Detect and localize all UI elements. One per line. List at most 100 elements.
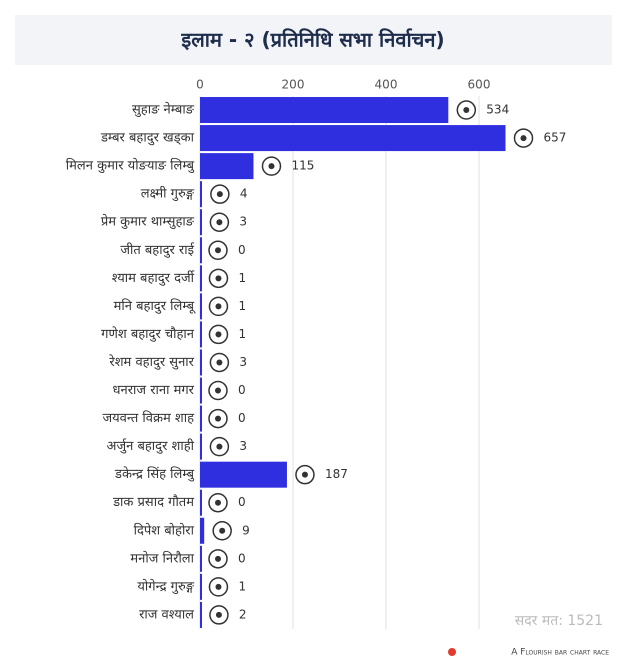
category-label: गणेश बहादुर चौहान bbox=[101, 326, 195, 342]
party-symbol bbox=[209, 212, 230, 232]
category-label: मनि बहादुर लिम्बू bbox=[114, 298, 196, 314]
bar bbox=[200, 573, 202, 600]
party-symbol bbox=[261, 156, 282, 176]
category-label: जयवन्त विक्रम शाह bbox=[102, 410, 195, 426]
party-symbol bbox=[209, 352, 230, 373]
bar bbox=[200, 489, 202, 516]
party-symbol-center bbox=[215, 275, 222, 282]
bar bbox=[200, 601, 202, 628]
party-symbol bbox=[513, 128, 534, 148]
party-symbol-center bbox=[215, 611, 222, 618]
category-label: डकेन्द्र सिंह लिम्बु bbox=[114, 466, 195, 482]
party-symbol bbox=[209, 605, 229, 625]
bar bbox=[200, 97, 449, 124]
bar bbox=[200, 237, 202, 264]
party-symbol bbox=[208, 380, 228, 401]
category-label: लक्ष्मी गुरुङ्ग bbox=[141, 186, 195, 202]
credit-logo bbox=[448, 648, 456, 656]
x-tick-label: 600 bbox=[468, 78, 491, 92]
value-label: 1 bbox=[238, 299, 246, 313]
party-symbol bbox=[208, 577, 229, 597]
x-tick-label: 400 bbox=[375, 78, 398, 92]
value-label: 1 bbox=[238, 579, 246, 593]
party-symbol bbox=[295, 464, 315, 485]
party-symbol bbox=[208, 240, 228, 261]
value-label: 115 bbox=[291, 159, 314, 173]
value-label: 534 bbox=[486, 103, 509, 117]
party-symbol-center bbox=[216, 219, 223, 226]
value-label: 0 bbox=[238, 411, 246, 425]
party-symbol bbox=[208, 324, 229, 345]
category-label: प्रेम कुमार थाम्सुहाङ bbox=[101, 214, 195, 230]
party-symbol-center bbox=[216, 359, 223, 366]
value-label: 3 bbox=[239, 215, 247, 229]
category-label: मनोज निरौला bbox=[130, 550, 194, 566]
bar bbox=[200, 181, 202, 208]
party-symbol-center bbox=[520, 135, 527, 142]
party-symbol bbox=[208, 408, 228, 429]
bar bbox=[200, 545, 202, 572]
footer-total: सदर मत: 1521 bbox=[515, 613, 603, 629]
bar bbox=[200, 433, 202, 460]
value-label: 9 bbox=[242, 523, 250, 537]
party-symbol bbox=[208, 492, 228, 513]
value-label: 0 bbox=[238, 383, 246, 397]
x-tick-label: 200 bbox=[282, 78, 305, 92]
party-symbol bbox=[212, 521, 232, 541]
bar bbox=[200, 265, 202, 292]
value-label: 1 bbox=[238, 271, 246, 285]
party-symbol-center bbox=[463, 107, 470, 114]
bar bbox=[200, 405, 202, 432]
value-label: 4 bbox=[240, 187, 248, 201]
value-label: 2 bbox=[239, 607, 247, 621]
x-tick-label: 0 bbox=[196, 78, 204, 92]
category-label: सुहाङ नेम्बाङ bbox=[132, 102, 195, 118]
party-symbol-center bbox=[215, 387, 221, 394]
party-symbol bbox=[208, 268, 229, 289]
bar bbox=[200, 349, 202, 376]
bar bbox=[200, 153, 254, 180]
value-label: 187 bbox=[325, 467, 348, 481]
party-symbol-center bbox=[216, 191, 223, 198]
party-symbol-center bbox=[215, 583, 222, 590]
value-label: 1 bbox=[238, 327, 246, 341]
party-symbol-center bbox=[215, 331, 222, 338]
bar bbox=[200, 209, 202, 236]
category-label: अर्जुन बहादुर शाही bbox=[107, 438, 195, 454]
bar bbox=[200, 517, 205, 544]
bar bbox=[200, 321, 202, 348]
category-label: राज वश्याल bbox=[139, 607, 194, 622]
value-label: 657 bbox=[544, 131, 567, 145]
party-symbol-center bbox=[215, 415, 221, 422]
party-symbol-center bbox=[215, 555, 221, 562]
credit: A Flourish bar chart race bbox=[511, 648, 609, 658]
category-label: दिपेश बोहोरा bbox=[134, 522, 195, 538]
bar bbox=[200, 293, 202, 320]
party-symbol bbox=[456, 100, 477, 120]
title-band bbox=[15, 15, 612, 65]
party-symbol bbox=[208, 296, 229, 317]
chart-title: इलाम - २ (प्रतिनिधि सभा निर्वाचन) bbox=[180, 28, 444, 52]
category-label: रेशम वहादुर सुनार bbox=[109, 354, 195, 370]
value-label: 0 bbox=[238, 495, 246, 509]
value-label: 3 bbox=[239, 355, 247, 369]
party-symbol-center bbox=[301, 471, 308, 478]
category-label: मिलन कुमार योङयाङ लिम्बु bbox=[66, 158, 195, 174]
party-symbol-center bbox=[268, 163, 275, 170]
category-label: डम्बर बहादुर खड्का bbox=[100, 131, 195, 146]
party-symbol-center bbox=[216, 443, 223, 450]
party-symbol bbox=[210, 184, 230, 204]
bar bbox=[200, 377, 202, 404]
value-label: 3 bbox=[239, 439, 247, 453]
category-label: श्याम बहादुर दर्जी bbox=[112, 270, 195, 286]
value-label: 0 bbox=[238, 243, 246, 257]
party-symbol bbox=[208, 549, 228, 569]
category-label: डाक प्रसाद गौतम bbox=[112, 494, 194, 510]
party-symbol-center bbox=[215, 247, 221, 254]
bar bbox=[200, 461, 287, 488]
category-label: जीत बहादुर राई bbox=[120, 242, 195, 258]
value-label: 0 bbox=[238, 551, 246, 565]
party-symbol bbox=[209, 436, 230, 457]
